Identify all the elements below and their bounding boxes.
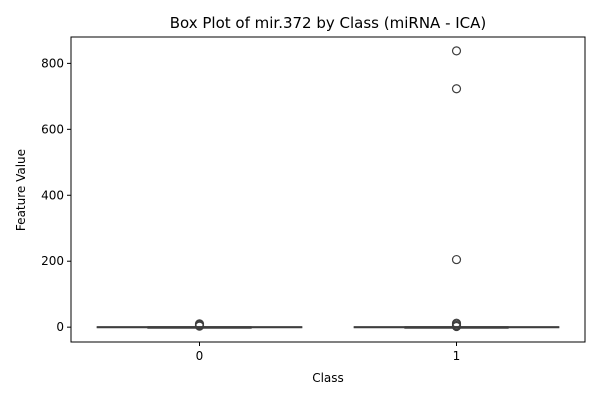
box-group-1: [353, 46, 560, 332]
plot-frame: [70, 36, 586, 343]
plot-area: [96, 46, 560, 332]
x-tick-label: 0: [196, 349, 204, 363]
x-tick-label: 1: [453, 349, 461, 363]
x-axis-label: Class: [312, 371, 344, 385]
y-tick-label: 0: [56, 320, 64, 334]
y-tick-label: 400: [41, 188, 64, 202]
y-axis-label: Feature Value: [14, 149, 28, 231]
y-tick-label: 600: [41, 122, 64, 136]
box-group-0: [96, 319, 303, 331]
outlier-point: [194, 319, 205, 329]
y-tick-label: 200: [41, 254, 64, 268]
outlier-point: [451, 46, 462, 56]
outlier-point: [451, 254, 462, 265]
outlier-point: [451, 318, 462, 328]
chart-title: Box Plot of mir.372 by Class (miRNA - IC…: [170, 14, 487, 32]
outlier-point: [451, 84, 462, 94]
y-tick-label: 800: [41, 56, 64, 70]
axes: 0 200 400 600 800 0 1: [41, 36, 586, 363]
